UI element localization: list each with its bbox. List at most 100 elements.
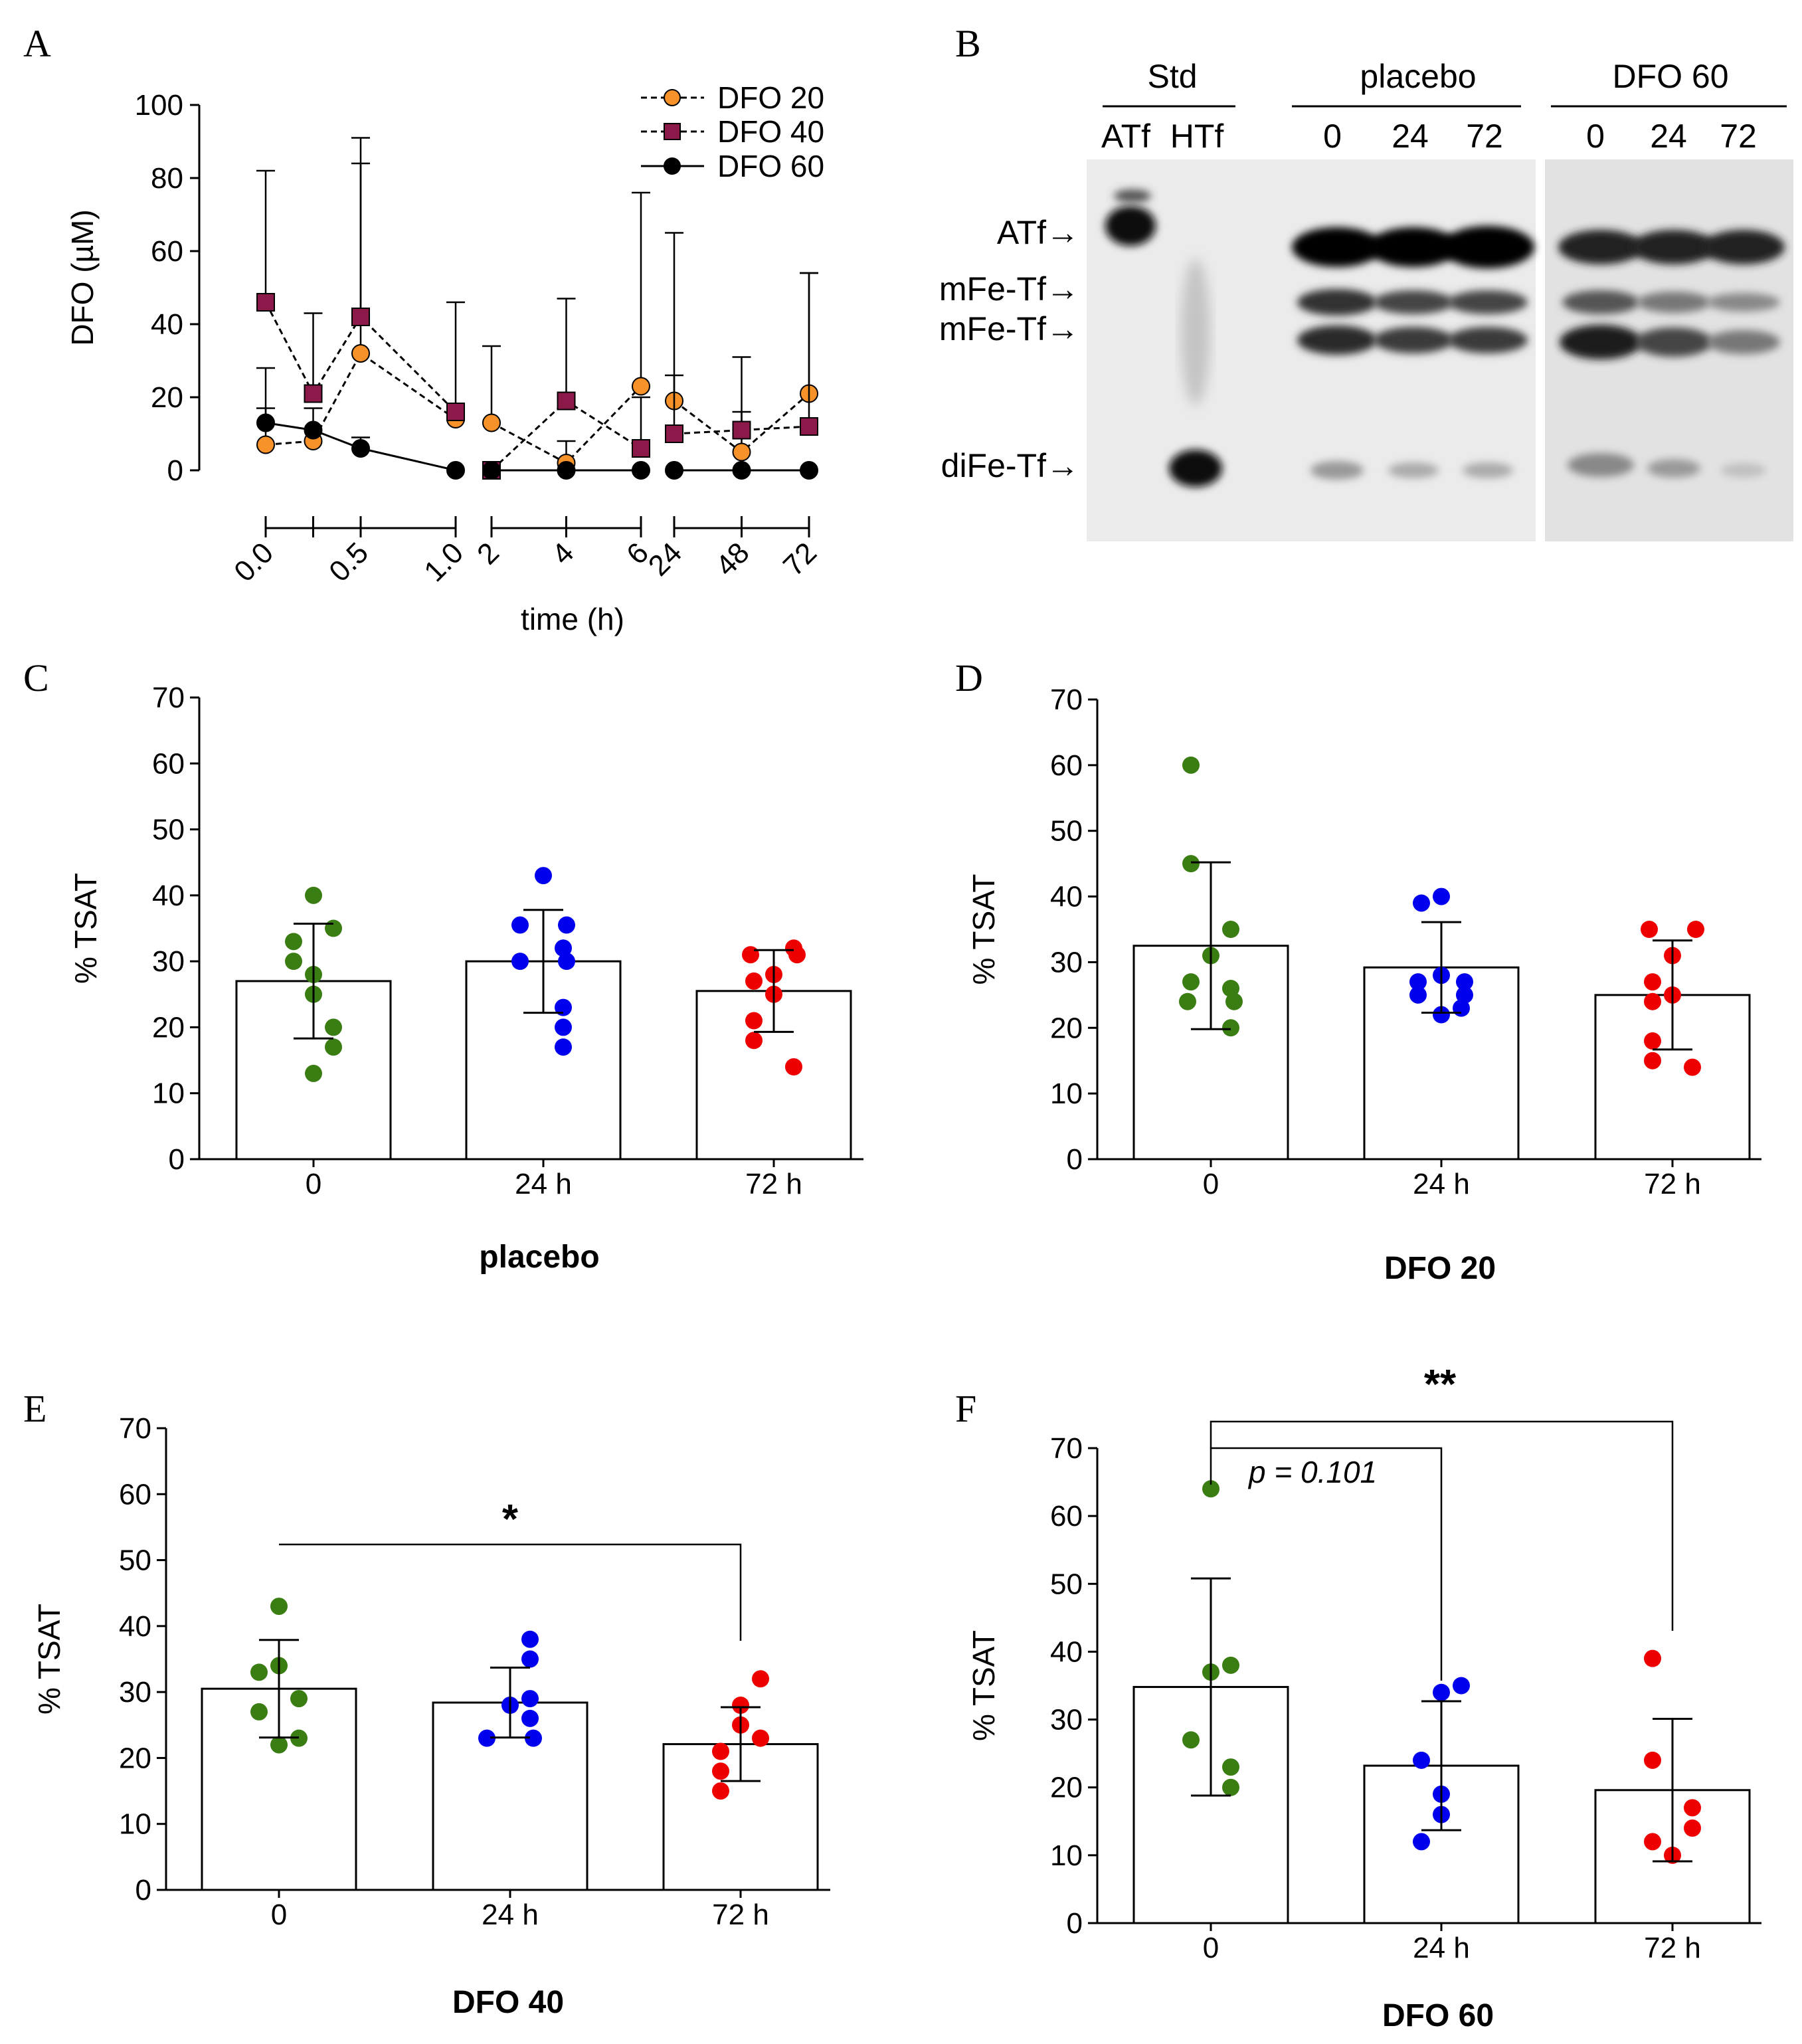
panel-f-xtick-label: 24 h <box>1413 1932 1470 1964</box>
data-point <box>351 344 370 363</box>
panel-a-series-dfo-40 <box>256 137 818 480</box>
data-point <box>1413 1751 1430 1769</box>
panel-a-xtick-label: 1.0 <box>418 536 470 588</box>
panel-e-ytick-label: 50 <box>119 1544 151 1577</box>
panel-a-ytick-label: 60 <box>151 235 183 268</box>
panel-f-sig-label: p = 0.101 <box>1247 1455 1377 1489</box>
band-std-atf <box>1105 206 1156 246</box>
data-point <box>290 1690 308 1708</box>
data-point <box>632 439 650 458</box>
panel-e-ytick-label: 30 <box>119 1676 151 1709</box>
panel-c-group-1 <box>465 867 622 1161</box>
data-point <box>511 953 529 971</box>
panel-d-xtick-label: 24 h <box>1413 1168 1470 1200</box>
panel-e-ytick-label: 40 <box>119 1610 151 1643</box>
panel-a-ytick-label: 0 <box>167 454 183 487</box>
panel-f-ytick-label: 70 <box>1050 1432 1083 1465</box>
panel-f-ytick-label: 60 <box>1050 1500 1083 1533</box>
panel-label-a: A <box>23 22 51 65</box>
series-line <box>265 351 456 446</box>
data-point <box>558 916 575 934</box>
panel-label-e: E <box>23 1387 46 1430</box>
data-point <box>521 1709 539 1727</box>
panel-a-xtick-label: 48 <box>709 536 755 582</box>
data-point <box>521 1690 539 1708</box>
data-point <box>712 1742 729 1760</box>
band-placebo-24-mfe1 <box>1374 290 1453 314</box>
data-point <box>446 461 465 480</box>
data-point <box>712 1762 729 1780</box>
data-point <box>1413 1833 1430 1851</box>
panel-c-ytick-label: 50 <box>152 814 185 846</box>
band-dfo60-0-mfe2 <box>1560 325 1642 359</box>
panel-d-group-2 <box>1594 921 1751 1161</box>
data-point <box>1644 1032 1661 1050</box>
data-point <box>632 461 650 480</box>
data-point <box>788 946 806 964</box>
panel-d-ytick-label: 50 <box>1050 815 1083 848</box>
data-point <box>555 1018 572 1036</box>
panel-c-ytick-label: 30 <box>152 945 185 978</box>
panel-f-ytick-label: 40 <box>1050 1635 1083 1668</box>
data-point <box>250 1663 268 1681</box>
blot-lane-dfo60-72: 72 <box>1720 118 1757 155</box>
panel-e-bar-chart: 0 10 20 30 40 50 60 70 % TSAT 0 24 h 72 h DFO 40 * <box>32 1412 830 2020</box>
panel-c-ytick-label: 20 <box>152 1011 185 1044</box>
panel-f-ytick-label: 10 <box>1050 1839 1083 1872</box>
panel-f-bar-chart: 0 10 20 30 40 50 60 70 % TSAT 0 24 h 72 h DFO 60 p = … <box>966 1362 1761 2033</box>
data-point <box>1641 921 1658 938</box>
data-point <box>742 946 759 964</box>
band-dfo60-24-atf <box>1631 230 1716 264</box>
data-point <box>800 461 818 480</box>
data-point <box>270 1736 288 1754</box>
data-point <box>800 417 818 436</box>
panel-a-xlabel: time (h) <box>521 602 624 636</box>
panel-e-group-1 <box>432 1630 588 1891</box>
data-point <box>1644 1751 1661 1769</box>
data-point <box>305 1064 322 1082</box>
data-point <box>535 867 552 885</box>
panel-f-sig-label: ** <box>1424 1362 1457 1408</box>
panel-e-xtick-label: 24 h <box>482 1899 539 1931</box>
legend-label-dfo20: DFO 20 <box>717 80 824 115</box>
panel-e-ylabel: % TSAT <box>32 1604 66 1715</box>
panel-d-group-0 <box>1132 756 1289 1161</box>
panel-c-ytick-label: 70 <box>152 682 185 714</box>
band-placebo-24-mfe2 <box>1374 327 1453 353</box>
data-point <box>446 403 465 421</box>
blot-lane-atf: ATf <box>1101 118 1150 155</box>
dfo60-lanes <box>1558 230 1785 478</box>
data-point <box>752 1670 769 1688</box>
band-dfo60-24-difetf <box>1647 459 1700 478</box>
panel-d-title: DFO 20 <box>1384 1251 1496 1286</box>
blot-band-difetf: diFe-Tf→ <box>941 447 1079 484</box>
data-point <box>325 1018 342 1036</box>
data-point <box>732 442 751 462</box>
legend-label-dfo40: DFO 40 <box>717 114 824 149</box>
panel-f-ytick-label: 20 <box>1050 1772 1083 1804</box>
panel-c-xtick-label: 72 h <box>745 1168 802 1200</box>
panel-e-group-2 <box>662 1670 819 1891</box>
panel-e-ytick-label: 60 <box>119 1478 151 1511</box>
data-point <box>1644 992 1661 1010</box>
data-point <box>1433 887 1450 905</box>
data-point <box>482 413 501 432</box>
panel-e-ytick-label: 10 <box>119 1808 151 1841</box>
panel-c-ytick-label: 10 <box>152 1077 185 1110</box>
panel-e-ytick-label: 0 <box>135 1874 151 1906</box>
blot-group-placebo: placebo <box>1360 58 1476 95</box>
legend-marker-dfo40 <box>664 123 681 140</box>
panel-c-bar-chart: 0 10 20 30 40 50 60 70 % TSAT 0 24 h 72 h placebo <box>68 682 863 1275</box>
panel-a-xtick-label: 72 <box>777 536 823 582</box>
band-placebo-0-mfe1 <box>1297 289 1377 316</box>
data-point <box>555 1038 572 1056</box>
data-point <box>478 1729 496 1747</box>
data-point <box>1409 973 1427 991</box>
panel-e-xtick-label: 72 h <box>712 1899 769 1931</box>
blot-lane-placebo-24: 24 <box>1392 118 1429 155</box>
data-point <box>305 886 322 904</box>
data-point <box>521 1630 539 1648</box>
data-point <box>745 972 763 990</box>
data-point <box>256 293 275 312</box>
